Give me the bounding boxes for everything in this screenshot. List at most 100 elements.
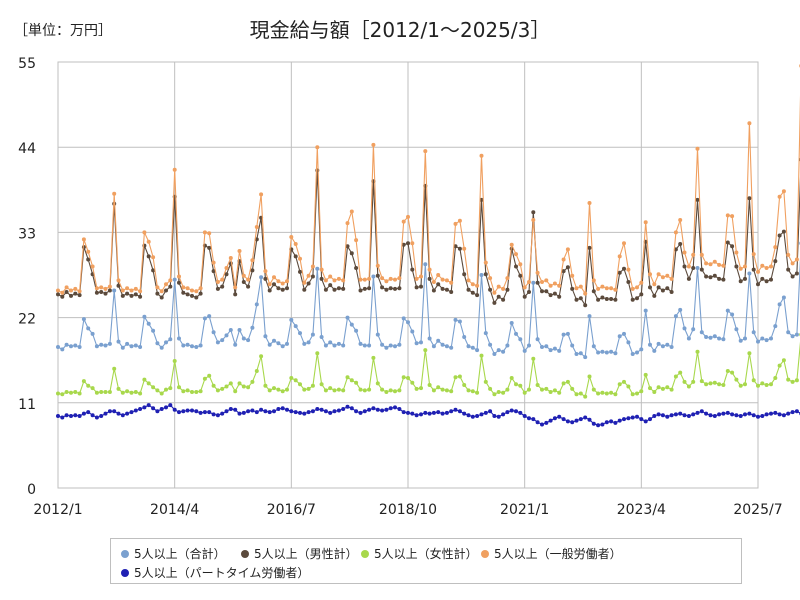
data-point	[734, 250, 739, 255]
data-point	[185, 342, 190, 347]
data-point	[77, 293, 82, 298]
data-point	[198, 410, 203, 415]
data-point	[725, 213, 730, 218]
data-point	[94, 390, 99, 395]
data-point	[103, 343, 108, 348]
data-point	[756, 269, 760, 274]
data-point	[358, 288, 363, 293]
data-point	[138, 345, 143, 349]
data-point	[168, 337, 173, 342]
data-point	[233, 342, 238, 347]
data-point	[423, 149, 428, 154]
x-tick-label: 2018/10	[379, 502, 437, 518]
y-tick-label: 22	[18, 312, 36, 328]
data-point	[414, 285, 419, 290]
data-point	[190, 344, 194, 349]
data-point	[591, 387, 596, 392]
data-point	[673, 230, 678, 235]
data-point	[678, 218, 683, 222]
data-point	[168, 278, 173, 283]
data-point	[190, 390, 194, 394]
data-point	[527, 343, 531, 348]
data-point	[194, 345, 199, 349]
data-point	[86, 383, 91, 388]
data-point	[410, 267, 415, 272]
data-point	[522, 294, 527, 299]
data-point	[760, 336, 765, 341]
data-point	[393, 277, 397, 282]
x-tick-label: 2023/4	[617, 502, 666, 518]
data-point	[475, 390, 480, 395]
data-point	[730, 370, 735, 375]
data-point	[172, 277, 177, 282]
data-point	[367, 276, 372, 281]
data-point	[453, 244, 458, 249]
data-point	[155, 285, 160, 290]
data-point	[773, 245, 778, 250]
data-point	[730, 244, 735, 249]
data-point	[436, 410, 441, 415]
data-point	[414, 386, 419, 391]
data-point	[440, 277, 445, 282]
data-point	[751, 267, 756, 272]
data-point	[557, 283, 562, 288]
data-point	[531, 218, 536, 222]
data-point	[362, 286, 367, 291]
data-point	[298, 269, 302, 274]
data-point	[198, 286, 203, 291]
data-point	[211, 269, 216, 274]
data-point	[401, 410, 406, 415]
data-point	[470, 389, 475, 394]
data-point	[164, 405, 168, 410]
data-point	[622, 266, 626, 271]
data-point	[738, 414, 743, 418]
data-point	[522, 390, 527, 395]
data-point	[548, 293, 553, 298]
data-point	[617, 254, 622, 259]
data-point	[509, 321, 514, 325]
data-point	[635, 350, 639, 355]
y-tick-label: 0	[27, 482, 36, 498]
data-point	[656, 412, 661, 417]
data-point	[773, 410, 778, 415]
data-point	[125, 389, 130, 394]
data-point	[73, 390, 78, 394]
data-point	[285, 279, 289, 284]
data-point	[522, 285, 527, 290]
data-point	[747, 196, 752, 201]
legend-marker	[361, 549, 369, 558]
data-point	[146, 239, 151, 244]
data-point	[790, 261, 795, 266]
data-point	[224, 333, 229, 338]
data-point	[527, 416, 531, 421]
data-point	[518, 273, 523, 278]
data-point	[479, 273, 484, 277]
data-point	[540, 280, 544, 284]
data-point	[738, 266, 743, 271]
data-point	[747, 411, 752, 416]
data-point	[600, 422, 605, 427]
data-point	[267, 342, 272, 347]
data-point	[177, 274, 181, 279]
data-point	[259, 407, 264, 412]
data-point	[747, 121, 752, 126]
data-point	[56, 292, 60, 297]
data-point	[769, 411, 773, 416]
data-point	[419, 284, 423, 289]
data-point	[747, 271, 752, 276]
data-point	[103, 411, 108, 416]
data-point	[639, 347, 644, 352]
data-point	[760, 414, 765, 418]
data-point	[643, 372, 648, 377]
data-point	[738, 338, 743, 343]
data-point	[81, 411, 86, 416]
data-point	[414, 341, 419, 346]
data-point	[246, 284, 251, 289]
data-point	[686, 384, 691, 389]
data-point	[233, 292, 238, 297]
data-point	[470, 290, 475, 295]
data-point	[202, 410, 207, 415]
data-point	[241, 384, 246, 389]
data-point	[129, 293, 134, 298]
data-point	[380, 285, 385, 290]
